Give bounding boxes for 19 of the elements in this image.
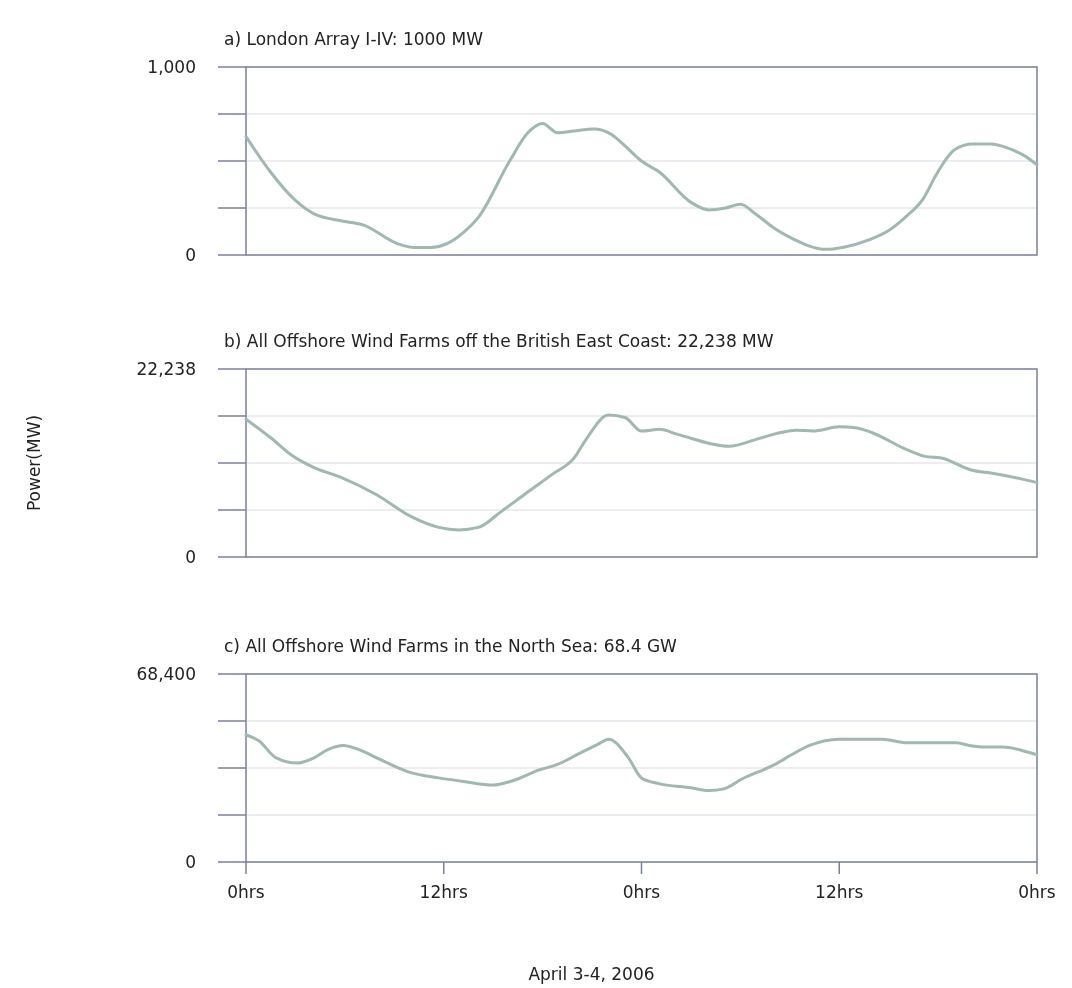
x-tick-label: 0hrs <box>622 882 661 902</box>
y-axis-title: Power(MW) <box>24 414 44 512</box>
y-tick-label: 1,000 <box>147 56 196 77</box>
chart-title: b) All Offshore Wind Farms off the British East Coast: 22,238 MW <box>224 331 774 351</box>
x-tick-label: 0hrs <box>1018 882 1056 902</box>
chart-title: a) London Array I-IV: 1000 MW <box>224 29 484 49</box>
x-tick-label: 12hrs <box>815 882 864 902</box>
chart-title: c) All Offshore Wind Farms in the North Sea: 68.4 GW <box>224 636 678 656</box>
line-series <box>244 121 1039 251</box>
y-tick-label: 0 <box>185 851 196 872</box>
line-series <box>244 733 1039 793</box>
y-tick-label: 0 <box>185 244 196 265</box>
y-tick-label: 68,400 <box>136 663 196 684</box>
x-axis-title: April 3-4, 2006 <box>528 964 655 984</box>
y-tick-label: 22,238 <box>136 358 196 379</box>
x-tick-label: 12hrs <box>419 882 469 902</box>
line-series <box>244 413 1039 532</box>
y-tick-label: 0 <box>185 546 196 567</box>
x-tick-label: 0hrs <box>227 882 265 902</box>
